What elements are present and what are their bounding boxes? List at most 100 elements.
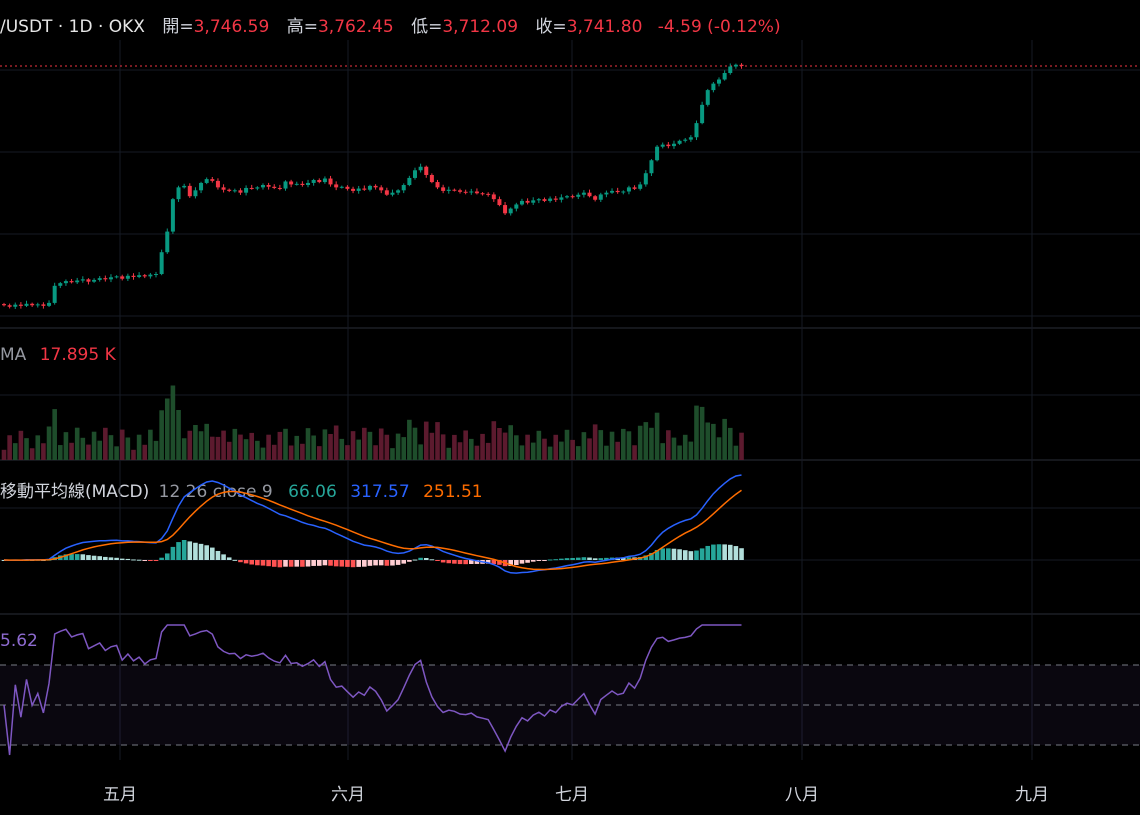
candle	[52, 285, 57, 303]
candle	[182, 185, 187, 188]
volume-bar	[294, 435, 300, 460]
macd-histogram-bar	[266, 560, 271, 567]
macd-histogram-bar	[294, 560, 300, 567]
volume-bar	[514, 435, 519, 460]
candle	[317, 180, 322, 183]
candle	[289, 181, 294, 185]
open-label: 開=	[162, 17, 194, 37]
macd-histogram-bar	[514, 560, 519, 566]
macd-histogram-bar	[91, 555, 97, 560]
volume-value: 17.895 K	[39, 345, 116, 365]
volume-bar	[491, 421, 497, 460]
macd-histogram-bar	[164, 553, 170, 560]
candle	[497, 199, 502, 206]
macd-histogram-bar	[198, 543, 204, 560]
volume-bar	[632, 445, 637, 460]
volume-bar	[215, 436, 221, 460]
volume-bar	[480, 433, 485, 460]
macd-histogram-bar	[187, 541, 193, 560]
volume-bar	[435, 422, 440, 460]
candle	[548, 198, 553, 201]
candle	[418, 166, 423, 171]
candle	[655, 146, 660, 161]
candle	[694, 123, 699, 138]
volume-bar	[181, 438, 187, 460]
candle	[660, 144, 665, 147]
macd-histogram-bar	[311, 560, 316, 566]
macd-histogram-bar	[243, 560, 249, 564]
volume-bar	[176, 410, 181, 460]
volume-bar	[637, 425, 643, 460]
volume-bar	[530, 442, 536, 460]
macd-histogram-bar	[390, 560, 395, 566]
candle	[733, 64, 738, 67]
candle	[610, 190, 615, 193]
candle	[469, 191, 474, 193]
volume-bar	[41, 443, 46, 460]
symbol-header: /USDT · 1D · OKX 開=3,746.59 高=3,762.45 低…	[0, 12, 781, 37]
volume-bar	[131, 449, 136, 460]
volume-bar	[654, 412, 660, 460]
macd-histogram-bar	[193, 542, 198, 560]
candle	[7, 305, 12, 307]
volume-bar	[29, 448, 35, 460]
x-tick-label: 七月	[555, 785, 589, 805]
candle	[373, 185, 378, 188]
candle	[491, 194, 496, 200]
volume-bar	[362, 427, 367, 460]
candle	[345, 186, 350, 189]
grid-lines	[0, 40, 1140, 760]
volume-bar	[243, 439, 249, 460]
candle	[260, 185, 265, 188]
macd-histogram-bar	[328, 560, 333, 566]
volume-bar	[193, 425, 198, 460]
macd-histogram-bar	[238, 560, 243, 563]
macd-histogram-bar	[525, 560, 530, 563]
volume-bar	[559, 441, 564, 460]
macd-histogram-bar	[575, 557, 581, 560]
macd-histogram-bar	[119, 558, 125, 560]
volume-bar	[384, 434, 390, 460]
volume-bar	[204, 423, 209, 460]
volume-bar	[18, 430, 24, 460]
macd-histogram-bar	[322, 560, 328, 566]
volume-bar	[52, 409, 57, 460]
macd-histogram-bar	[542, 560, 547, 561]
volume-bar	[86, 444, 91, 460]
volume-bar	[148, 429, 153, 460]
macd-histogram-bar	[446, 560, 452, 564]
macd-histogram-bar	[468, 560, 474, 564]
macd-histogram-bar	[277, 560, 283, 568]
macd-histogram-bar	[367, 560, 373, 566]
macd-histogram-bar	[176, 542, 181, 560]
candle	[255, 187, 260, 189]
candle	[24, 303, 29, 306]
macd-histogram-bar	[86, 555, 91, 560]
volume-bar	[260, 447, 266, 460]
macd-histogram-bar	[711, 544, 716, 560]
volume-legend[interactable]: MA 17.895 K	[0, 345, 116, 365]
macd-histogram-bar	[153, 560, 159, 561]
macd-histogram-bar	[547, 559, 553, 561]
volume-bar	[136, 434, 142, 460]
macd-histogram-bar	[249, 560, 255, 565]
volume-bar	[159, 410, 164, 460]
volume-bar	[198, 431, 204, 460]
candle	[626, 187, 631, 192]
candle	[2, 304, 6, 306]
macd-histogram-bar	[452, 560, 457, 564]
candle	[531, 200, 536, 203]
volume-bar	[711, 423, 716, 460]
candle	[63, 281, 68, 284]
candle	[238, 190, 243, 193]
volume-bar	[407, 419, 412, 460]
rsi-legend[interactable]: 5.62	[0, 631, 38, 651]
symbol-title[interactable]: /USDT · 1D · OKX	[0, 17, 145, 37]
candle	[137, 275, 142, 277]
volume-bar	[474, 445, 480, 460]
candle	[384, 190, 389, 195]
low-label: 低=	[411, 17, 443, 37]
rsi-pane	[0, 624, 1140, 756]
macd-histogram-bar	[699, 548, 705, 560]
